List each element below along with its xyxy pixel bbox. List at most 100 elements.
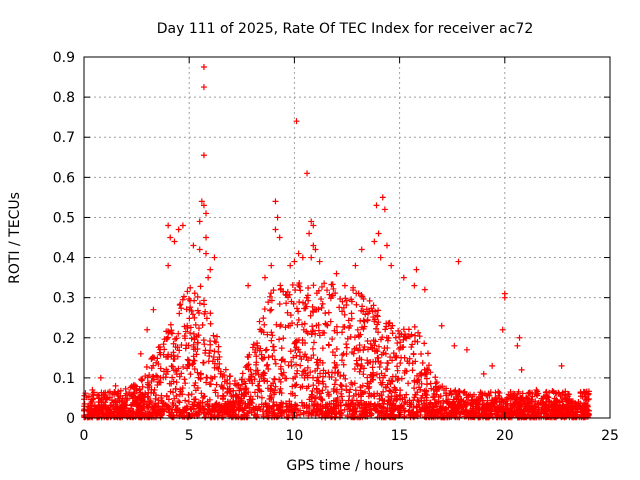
data-point [218, 383, 225, 390]
data-point [149, 354, 156, 361]
data-point [327, 318, 334, 325]
data-point [572, 408, 579, 415]
data-point [344, 335, 351, 342]
data-point [175, 330, 182, 337]
data-point [176, 373, 183, 380]
data-point [418, 369, 425, 376]
data-point [210, 332, 217, 339]
data-point [316, 394, 323, 401]
data-point [179, 385, 186, 392]
data-point [364, 337, 371, 344]
data-point [112, 406, 119, 413]
data-point [445, 396, 452, 403]
data-point [305, 410, 312, 417]
data-point [293, 381, 300, 388]
data-point [160, 374, 167, 381]
data-point [200, 337, 207, 344]
data-point [354, 326, 361, 333]
data-point [343, 344, 350, 351]
data-point [260, 403, 267, 410]
data-point [155, 397, 162, 404]
data-point [348, 379, 355, 386]
data-point [337, 409, 344, 416]
plot-frame [83, 56, 611, 419]
data-point [559, 406, 566, 413]
data-point [375, 329, 382, 336]
data-point [375, 343, 382, 350]
data-point [249, 380, 256, 387]
data-point [306, 230, 313, 237]
data-point [255, 405, 262, 412]
data-point [108, 397, 115, 404]
data-point [325, 369, 332, 376]
data-point [190, 242, 197, 249]
data-point [311, 395, 318, 402]
data-point [268, 262, 275, 269]
data-point [541, 407, 548, 414]
data-point [410, 350, 417, 357]
data-point [530, 404, 537, 411]
data-point [175, 412, 182, 419]
data-point [256, 318, 263, 325]
data-point [351, 334, 358, 341]
data-point [181, 333, 188, 340]
data-point [197, 399, 204, 406]
data-point [368, 305, 375, 312]
data-point [384, 337, 391, 344]
data-point [129, 401, 136, 408]
data-point [184, 288, 191, 295]
data-point [348, 298, 355, 305]
data-point [380, 388, 387, 395]
data-point [171, 238, 178, 245]
data-point [187, 284, 194, 291]
data-point [276, 301, 283, 308]
data-point [368, 344, 375, 351]
data-point [168, 327, 175, 334]
data-point [382, 384, 389, 391]
data-point [246, 401, 253, 408]
data-point [406, 333, 413, 340]
data-point [117, 405, 124, 412]
data-point [365, 346, 372, 353]
y-tick-label: 0.4 [53, 251, 75, 267]
data-point [181, 406, 188, 413]
data-point [293, 305, 300, 312]
data-point [300, 409, 307, 416]
data-point [196, 310, 203, 317]
data-point [268, 297, 275, 304]
data-point [156, 349, 163, 356]
data-point [265, 366, 272, 372]
data-point [308, 411, 315, 418]
data-point [138, 395, 145, 402]
data-point [151, 386, 158, 393]
data-point [463, 346, 470, 353]
data-point [401, 394, 408, 401]
data-point [331, 381, 338, 388]
data-point [287, 312, 294, 319]
data-point [317, 357, 324, 364]
data-point [470, 412, 477, 419]
data-point [435, 393, 442, 400]
data-point [143, 403, 150, 410]
data-point [272, 226, 279, 233]
data-point [147, 409, 154, 416]
data-point [167, 234, 174, 241]
data-point [518, 411, 525, 418]
data-point [123, 410, 130, 417]
data-point [352, 262, 359, 269]
data-point [399, 344, 406, 351]
data-point [255, 382, 262, 389]
data-point [423, 388, 430, 395]
data-point [350, 392, 357, 399]
data-point [367, 358, 374, 365]
data-point [514, 342, 521, 349]
data-point [447, 387, 454, 394]
data-point [90, 389, 97, 396]
data-point [392, 354, 399, 361]
data-point [221, 372, 228, 379]
data-point [184, 356, 191, 363]
x-tick-label: 15 [391, 428, 409, 444]
data-point [86, 410, 93, 417]
data-point [487, 407, 494, 414]
data-point [184, 325, 191, 332]
